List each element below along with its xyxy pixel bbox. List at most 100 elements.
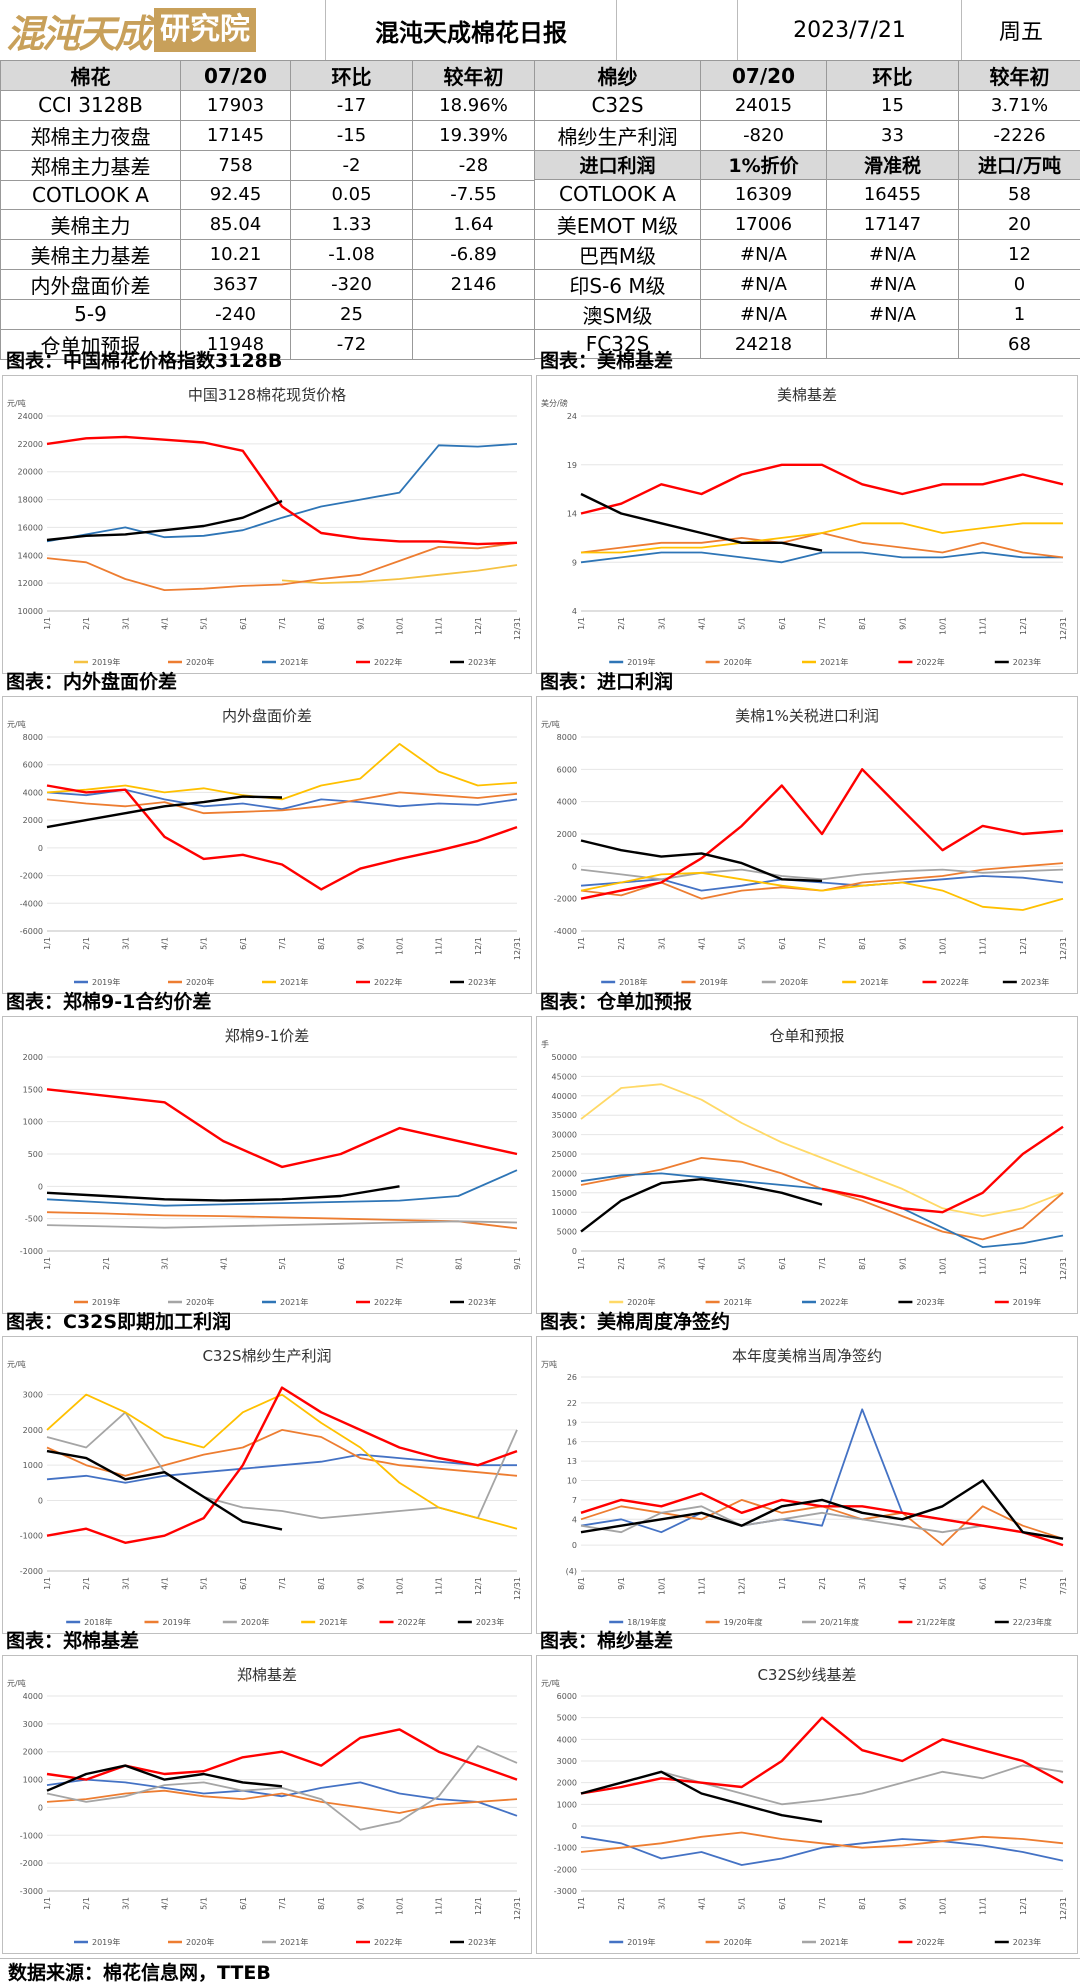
y-tick-label: 8000 [23, 733, 43, 742]
table-cell: 12 [959, 239, 1080, 269]
y-tick-label: 0 [572, 1822, 577, 1831]
y-tick-label: 8000 [557, 733, 577, 742]
chart-section-title: 图表：美棉周度净签约 [534, 1308, 1080, 1336]
x-tick-label: 1/1 [43, 617, 52, 630]
y-tick-label: -2000 [20, 1859, 43, 1868]
x-tick-label: 7/1 [818, 937, 827, 950]
table-cell: 16455 [827, 180, 959, 210]
table-cell: -1.08 [291, 240, 413, 270]
x-tick-label: 4/1 [898, 1577, 907, 1590]
x-tick-label: 9/1 [898, 937, 907, 950]
table-cell: 07/20 [181, 61, 291, 91]
sub-header-cell: 进口利润 [535, 150, 701, 180]
legend-item: 2022年 [820, 1297, 848, 1307]
table-cell: 3637 [181, 270, 291, 300]
table-cell: -240 [181, 300, 291, 330]
x-tick-label: 2/1 [82, 1897, 91, 1910]
table-cell: -15 [291, 120, 413, 150]
y-tick-label: 2000 [23, 1053, 43, 1062]
table-cell: -820 [701, 120, 827, 150]
chart-section-title: 图表：仓单加预报 [534, 988, 1080, 1016]
x-tick-label: 7/1 [396, 1257, 405, 1270]
row-label: 5-9 [1, 300, 181, 330]
y-tick-label: 18000 [18, 496, 43, 505]
x-tick-label: 4/1 [698, 1257, 707, 1270]
legend-item: 2023年 [468, 977, 496, 987]
y-tick-label: 19 [567, 461, 577, 470]
y-tick-label: 2000 [23, 1426, 43, 1435]
legend-item: 2019年 [92, 977, 120, 987]
x-tick-label: 11/1 [435, 937, 444, 955]
series-line [47, 1791, 517, 1813]
y-tick-label: 10 [567, 1476, 577, 1485]
y-tick-label: 1000 [23, 1118, 43, 1127]
y-tick-label: 6000 [557, 765, 577, 774]
y-tick-label: 500 [28, 1150, 43, 1159]
legend-item: 2021年 [319, 1617, 347, 1627]
x-tick-label: 10/1 [396, 617, 405, 635]
x-tick-label: 2/1 [818, 1577, 827, 1590]
legend-item: 2023年 [1013, 1937, 1041, 1947]
series-line [581, 1765, 1063, 1804]
line-chart: C32S纱线基差元/吨-3000-2000-100001000200030004… [537, 1656, 1077, 1953]
x-tick-label: 2/1 [102, 1257, 111, 1270]
x-tick-label: 11/1 [698, 1577, 707, 1595]
y-unit-label: 元/吨 [7, 719, 26, 729]
y-tick-label: 4000 [23, 1692, 43, 1701]
y-tick-label: 3000 [23, 1391, 43, 1400]
y-unit-label: 元/吨 [541, 1678, 560, 1688]
y-tick-label: 50000 [552, 1053, 577, 1062]
legend-item: 2019年 [163, 1617, 191, 1627]
y-tick-label: 5000 [557, 1228, 577, 1237]
series-line [47, 1746, 517, 1830]
x-tick-label: 8/1 [317, 937, 326, 950]
table-cell: 24015 [701, 91, 827, 121]
x-tick-label: 7/1 [278, 1577, 287, 1590]
x-tick-label: 8/1 [858, 1897, 867, 1910]
y-tick-label: 25000 [552, 1150, 577, 1159]
x-tick-label: 12/1 [474, 617, 483, 635]
table-cell: 较年初 [959, 61, 1080, 91]
x-tick-label: 10/1 [396, 1577, 405, 1595]
table-cell: 25 [291, 300, 413, 330]
legend-item: 2023年 [468, 657, 496, 667]
x-tick-label: 12/31 [1059, 1257, 1068, 1280]
row-label: 郑棉主力夜盘 [1, 120, 181, 150]
x-tick-label: 1/1 [43, 1577, 52, 1590]
logo: 混沌天成 研究院 [0, 0, 325, 60]
x-tick-label: 9/1 [356, 1577, 365, 1590]
legend-item: 2023年 [916, 1297, 944, 1307]
row-label: 内外盘面价差 [1, 270, 181, 300]
x-tick-label: 7/1 [818, 1257, 827, 1270]
chart-title: C32S纱线基差 [757, 1666, 856, 1684]
x-tick-label: 1/1 [43, 937, 52, 950]
table-cell: -6.89 [413, 240, 535, 270]
y-tick-label: 14000 [18, 551, 43, 560]
y-tick-label: -4000 [20, 899, 43, 908]
x-tick-label: 2/1 [617, 937, 626, 950]
y-tick-label: 1000 [23, 1776, 43, 1785]
legend-item: 2020年 [724, 1937, 752, 1947]
x-tick-label: 12/31 [513, 617, 522, 640]
x-tick-label: 6/1 [979, 1577, 988, 1590]
x-tick-label: 8/1 [317, 617, 326, 630]
table-cell: 10.21 [181, 240, 291, 270]
row-label: COTLOOK A [535, 180, 701, 210]
table-cell: 758 [181, 150, 291, 180]
x-tick-label: 1/1 [778, 1577, 787, 1590]
table-cell: -320 [291, 270, 413, 300]
series-line [47, 444, 517, 542]
legend-item: 2019年 [627, 1937, 655, 1947]
y-unit-label: 元/吨 [7, 398, 26, 408]
x-tick-label: 12/1 [1019, 937, 1028, 955]
x-tick-label: 2/1 [82, 617, 91, 630]
x-tick-label: 3/1 [858, 1577, 867, 1590]
